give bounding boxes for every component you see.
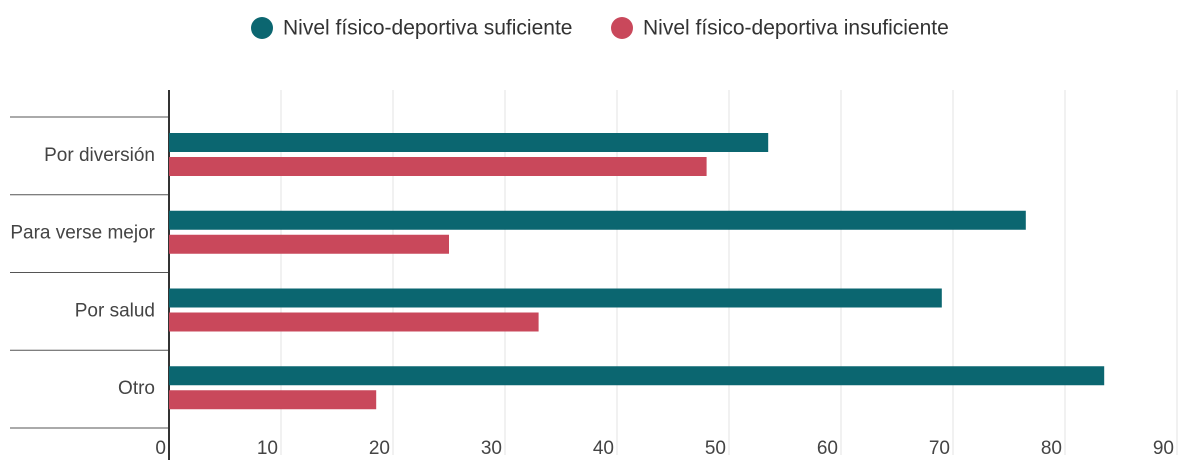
x-tick-label: 70 [929, 438, 950, 459]
y-tick-label: Por salud [75, 300, 155, 321]
x-tick-label: 20 [369, 438, 390, 459]
legend-label: Nivel físico-deportiva suficiente [283, 17, 572, 40]
x-tick-label: 90 [1153, 438, 1174, 459]
legend-marker [251, 17, 273, 39]
bar [169, 157, 707, 176]
bar [169, 312, 539, 332]
bar [169, 133, 769, 152]
bar [169, 288, 942, 308]
bar [169, 390, 377, 410]
bar [169, 210, 1026, 230]
y-tick-label: Por diversión [44, 145, 155, 166]
x-tick-label: 60 [817, 438, 838, 459]
x-tick-label: 0 [155, 438, 166, 459]
legend-label: Nivel físico-deportiva insuficiente [643, 17, 949, 40]
legend-marker [611, 17, 633, 39]
x-tick-label: 40 [593, 438, 614, 459]
x-tick-label: 10 [257, 438, 278, 459]
bar [169, 366, 1105, 386]
y-tick-label: Para verse mejor [10, 223, 155, 244]
x-tick-label: 30 [481, 438, 502, 459]
y-tick-label: Otro [118, 378, 155, 399]
bar [169, 234, 449, 254]
x-tick-label: 50 [705, 438, 726, 459]
x-tick-label: 80 [1041, 438, 1062, 459]
